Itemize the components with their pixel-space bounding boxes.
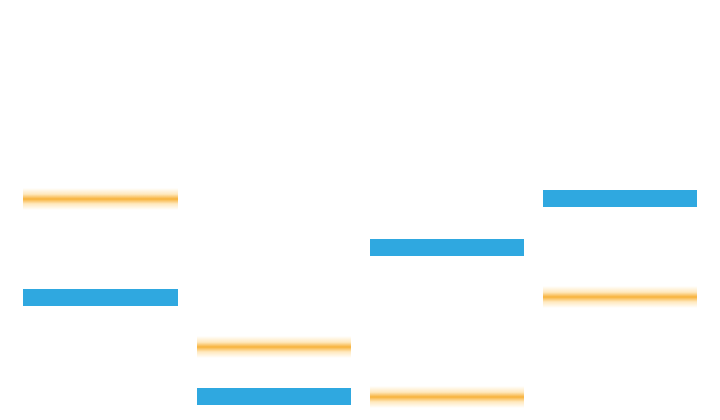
- blue-bar: [197, 388, 351, 405]
- highlight-line: [197, 336, 351, 358]
- blue-bar: [370, 239, 524, 256]
- blue-bar: [543, 190, 697, 207]
- highlight-line: [370, 386, 524, 408]
- blue-bar: [23, 289, 178, 306]
- highlight-line: [543, 286, 697, 308]
- highlight-line: [23, 188, 178, 210]
